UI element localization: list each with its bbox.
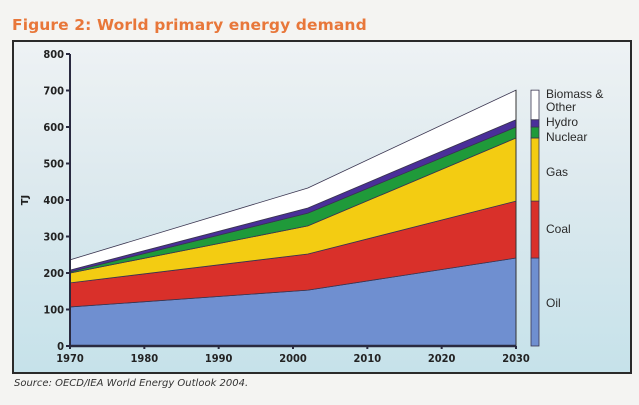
x-tick-label: 2020: [428, 352, 456, 365]
x-tick-label: 2030: [502, 352, 530, 365]
x-tick-label: 2010: [354, 352, 382, 365]
legend-label-coal: Coal: [546, 222, 571, 236]
y-tick-label: 300: [43, 231, 64, 244]
legend-label-biomass-other: Other: [546, 100, 576, 114]
legend-swatch-nuclear: [530, 126, 540, 139]
y-tick-label: 600: [43, 121, 64, 134]
axes: 0 100 200 300 400 500 600 700 800 1970 1980 1990 200…: [20, 48, 530, 365]
legend-label-gas: Gas: [546, 165, 568, 179]
y-tick-label: 0: [57, 340, 64, 353]
x-tick-label: 1990: [205, 352, 233, 365]
y-tick-label: 800: [43, 48, 64, 61]
y-tick-label: 700: [43, 85, 64, 98]
y-tick-label: 500: [43, 158, 64, 171]
y-axis-label: TJ: [20, 195, 31, 206]
y-tick-label: 100: [43, 304, 64, 317]
legend-swatch-coal: [530, 200, 540, 259]
y-tick-label: 200: [43, 267, 64, 280]
x-tick-label: 2000: [279, 352, 307, 365]
x-tick-label: 1980: [131, 352, 159, 365]
legend-swatch-biomass-other: [530, 89, 540, 121]
legend-label-nuclear: Nuclear: [546, 130, 587, 144]
y-tick-label: 400: [43, 194, 64, 207]
legend-label-hydro: Hydro: [546, 115, 578, 129]
source-note: Source: OECD/IEA World Energy Outlook 20…: [14, 378, 249, 389]
figure-title: Figure 2: World primary energy demand: [12, 16, 367, 34]
stacked-areas: [69, 89, 517, 347]
legend-swatch-gas: [530, 137, 540, 202]
legend-label-biomass-other: Biomass &: [546, 87, 603, 101]
legend-swatch-oil: [530, 257, 540, 347]
legend-swatch-hydro: [530, 119, 540, 128]
x-tick-label: 1970: [56, 352, 84, 365]
legend-label-oil: Oil: [546, 296, 561, 310]
